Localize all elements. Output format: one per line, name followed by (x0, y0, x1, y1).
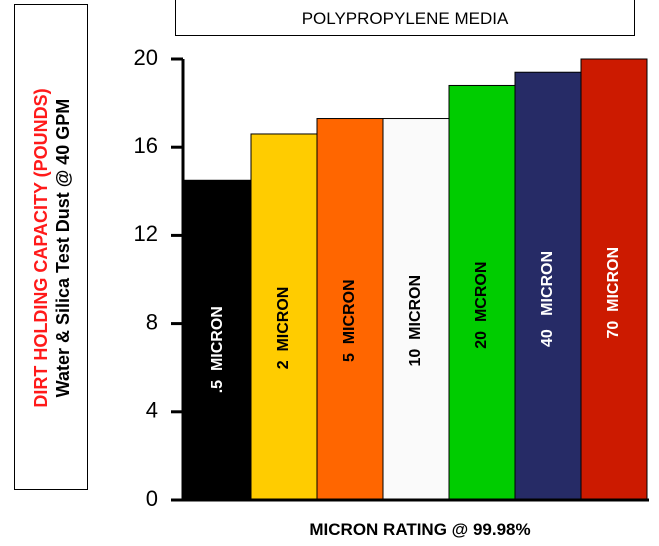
bar-label-2: 5 MICRON (341, 279, 358, 362)
y-tick-label-5: 20 (134, 45, 158, 70)
bar-5 (514, 71, 582, 501)
y-tick-label-2: 8 (146, 309, 158, 334)
chart-title-box: POLYPROPYLENE MEDIA (175, 0, 635, 36)
y-tick-label-1: 4 (146, 398, 158, 423)
bar-3 (382, 118, 450, 501)
y-tick-label-3: 12 (134, 221, 158, 246)
x-axis-label: MICRON RATING @ 99.98% (309, 520, 531, 539)
bar-6 (580, 58, 648, 501)
y-axis-label-box: DIRT HOLDING CAPACITY (POUNDS) Water & S… (14, 4, 88, 490)
axes-group: 0 4 8 12 16 20 (134, 45, 649, 511)
bar-label-0: .5 MICRON (209, 306, 226, 393)
bar-label-3: 10 MICRON (407, 275, 424, 367)
bar-4 (448, 84, 516, 501)
bar-label-4: 20 MCRON (473, 262, 490, 349)
bar-label-1: 2 MICRON (275, 287, 292, 370)
bar-label-5: 40 MICRON (539, 251, 556, 347)
bars-group: .5 MICRON 2 MICRON 5 MICRON 10 MICRON 20 MCR… (184, 58, 648, 501)
chart-title: POLYPROPYLENE MEDIA (301, 9, 509, 28)
y-tick-label-0: 0 (146, 486, 158, 511)
y-tick-label-4: 16 (134, 133, 158, 158)
bar-label-6: 70 MICRON (605, 247, 622, 339)
bar-1 (250, 133, 318, 501)
